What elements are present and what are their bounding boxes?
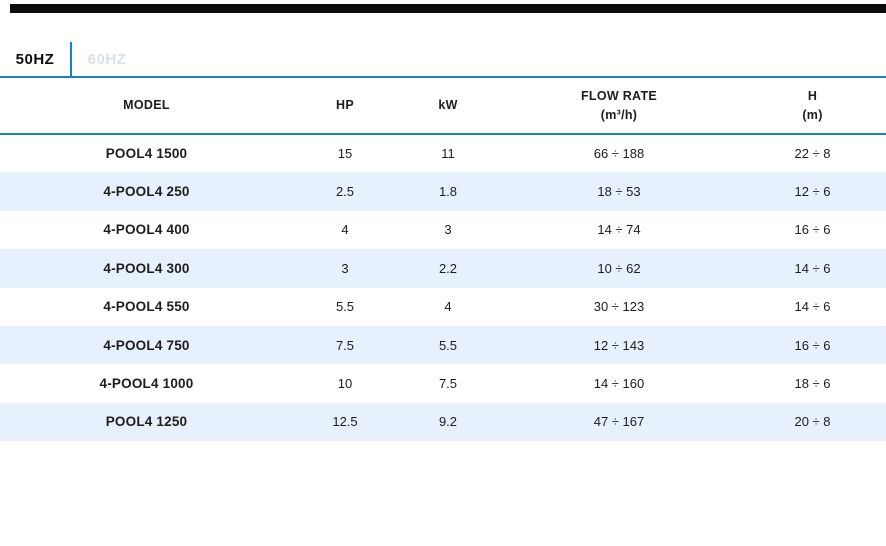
column-header-h: H (m)	[739, 78, 886, 135]
kw-cell: 7.5	[438, 376, 458, 392]
model-cell: 4-POOL4 300	[103, 260, 190, 276]
column-header-label: H	[807, 88, 818, 103]
h-cell: 14 ÷ 6	[794, 299, 831, 315]
h-cell: 12 ÷ 6	[794, 184, 831, 200]
hp-cell: 10	[337, 376, 353, 392]
table-row: 4-POOL4 400 4 3 14 ÷ 74 16 ÷ 6	[0, 211, 886, 249]
flow_rate-cell: 47 ÷ 167	[593, 414, 645, 430]
kw-cell: 3	[444, 222, 452, 238]
column-header-unit: (m³/h)	[600, 107, 638, 122]
hp-cell: 5.5	[335, 299, 355, 315]
flow_rate-cell: 30 ÷ 123	[593, 299, 645, 315]
model-cell: 4-POOL4 750	[103, 337, 190, 353]
column-header-label: HP	[336, 98, 354, 112]
flow_rate-cell: 14 ÷ 74	[597, 222, 641, 238]
model-cell: 4-POOL4 550	[103, 299, 190, 315]
frequency-tab-bar: 50HZ 60HZ	[0, 42, 886, 78]
h-cell: 14 ÷ 6	[794, 260, 831, 276]
h-cell: 18 ÷ 6	[794, 376, 831, 392]
h-cell: 20 ÷ 8	[794, 414, 831, 430]
model-cell: 4-POOL4 400	[103, 222, 190, 238]
flow_rate-cell: 10 ÷ 62	[597, 260, 641, 276]
tab-50hz[interactable]: 50HZ	[15, 50, 55, 68]
table-row: 4-POOL4 250 2.5 1.8 18 ÷ 53 12 ÷ 6	[0, 172, 886, 211]
top-divider-bar	[10, 4, 886, 13]
kw-cell: 9.2	[438, 414, 458, 430]
tab-60hz[interactable]: 60HZ	[87, 50, 127, 68]
flow_rate-cell: 14 ÷ 160	[593, 376, 645, 392]
h-cell: 22 ÷ 8	[794, 146, 831, 162]
kw-cell: 5.5	[438, 337, 458, 353]
column-header-label: FLOW RATE	[580, 88, 658, 103]
table-header-row: MODEL HP kW FLOW RATE (m³/h) H (m)	[0, 78, 886, 135]
model-cell: 4-POOL4 1000	[99, 376, 194, 392]
h-cell: 16 ÷ 6	[794, 222, 831, 238]
table-row: 4-POOL4 1000 10 7.5 14 ÷ 160 18 ÷ 6	[0, 364, 886, 402]
hp-cell: 3	[341, 260, 349, 276]
pump-spec-table: MODEL HP kW FLOW RATE (m³/h) H (m) POOL4 1500 1…	[0, 78, 886, 442]
table-header: MODEL HP kW FLOW RATE (m³/h) H (m)	[0, 78, 886, 135]
hp-cell: 7.5	[335, 337, 355, 353]
h-cell: 16 ÷ 6	[794, 337, 831, 353]
hp-cell: 4	[341, 222, 349, 238]
kw-cell: 1.8	[438, 184, 458, 200]
table-body: POOL4 1500 15 11 66 ÷ 188 22 ÷ 8 4-POOL4 250 2…	[0, 134, 886, 442]
column-header-label: kW	[438, 98, 458, 112]
hp-cell: 2.5	[335, 184, 355, 200]
table-row: 4-POOL4 300 3 2.2 10 ÷ 62 14 ÷ 6	[0, 249, 886, 288]
table-row: POOL4 1250 12.5 9.2 47 ÷ 167 20 ÷ 8	[0, 402, 886, 442]
column-header-model: MODEL	[0, 78, 293, 135]
column-header-unit: (m)	[802, 107, 823, 122]
model-cell: 4-POOL4 250	[103, 184, 190, 200]
table-row: 4-POOL4 750 7.5 5.5 12 ÷ 143 16 ÷ 6	[0, 325, 886, 365]
column-header-hp: HP	[293, 78, 397, 135]
table-row: POOL4 1500 15 11 66 ÷ 188 22 ÷ 8	[0, 134, 886, 172]
table-row: 4-POOL4 550 5.5 4 30 ÷ 123 14 ÷ 6	[0, 288, 886, 326]
column-header-label: MODEL	[123, 98, 170, 112]
column-header-flow-rate: FLOW RATE (m³/h)	[499, 78, 739, 135]
flow_rate-cell: 66 ÷ 188	[593, 146, 645, 162]
kw-cell: 2.2	[438, 260, 458, 276]
flow_rate-cell: 12 ÷ 143	[593, 337, 645, 353]
model-cell: POOL4 1500	[105, 146, 188, 162]
tab-divider	[70, 42, 72, 76]
hp-cell: 12.5	[332, 414, 358, 430]
model-cell: POOL4 1250	[105, 414, 188, 430]
column-header-kw: kW	[397, 78, 499, 135]
kw-cell: 4	[444, 299, 452, 315]
flow_rate-cell: 18 ÷ 53	[597, 184, 641, 200]
hp-cell: 15	[337, 146, 353, 162]
kw-cell: 11	[441, 146, 455, 162]
